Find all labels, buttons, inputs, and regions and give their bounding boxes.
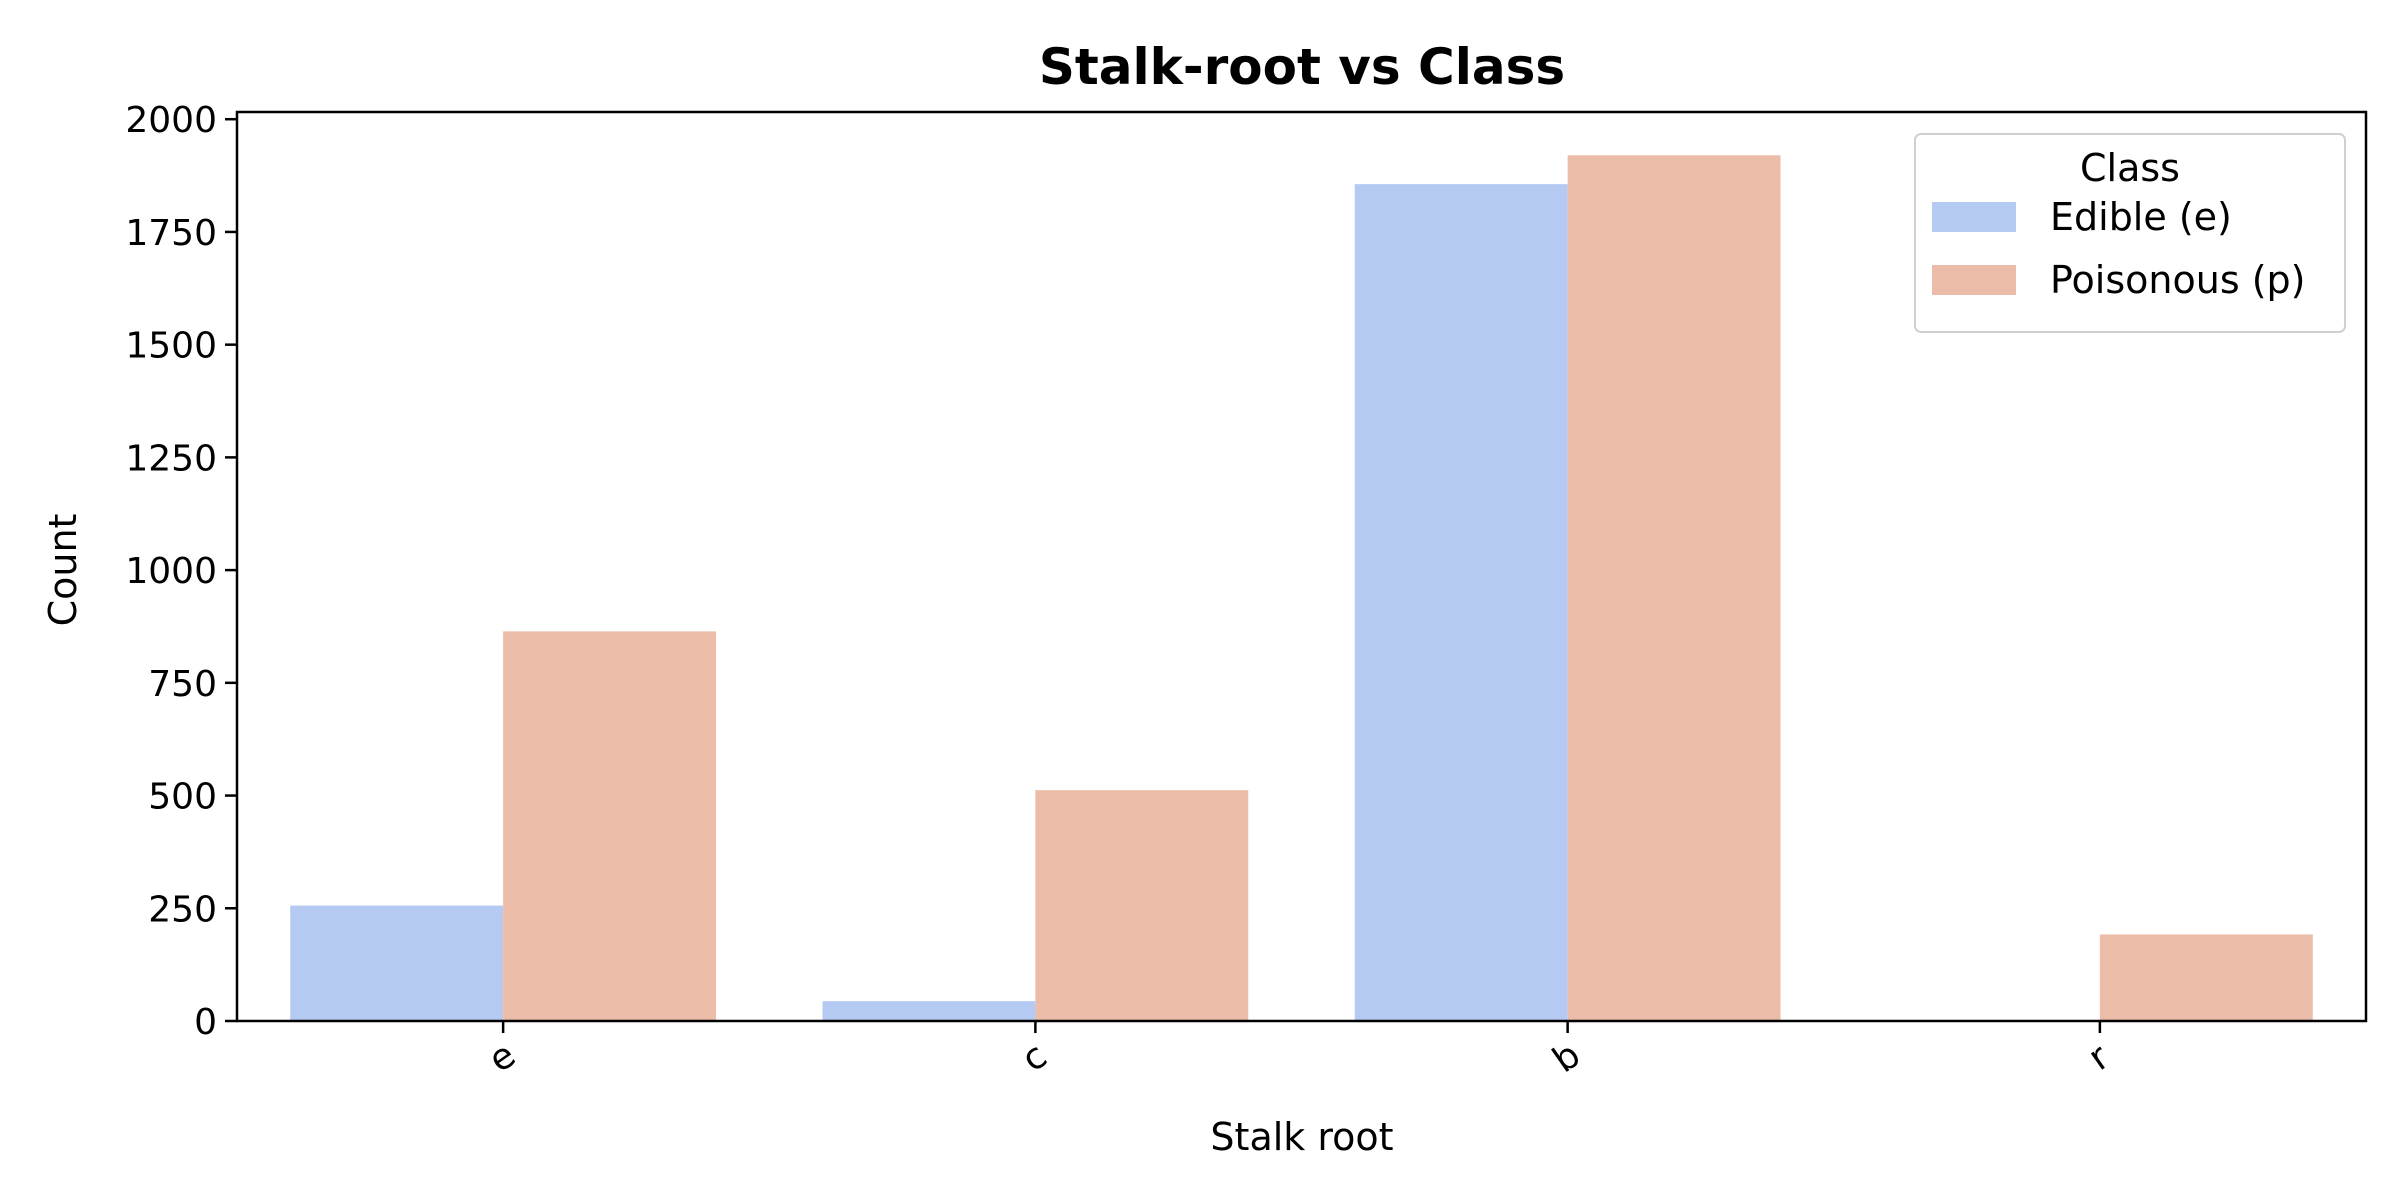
legend-title: Class <box>2080 146 2180 190</box>
y-tick-label: 250 <box>148 889 217 930</box>
y-tick-label: 2000 <box>125 100 217 141</box>
x-tick-label-e: e <box>481 1035 523 1081</box>
chart-title: Stalk-root vs Class <box>1039 38 1565 96</box>
y-tick-label: 750 <box>148 664 217 705</box>
x-tick-label-r: r <box>2081 1037 2117 1079</box>
legend-box <box>1914 133 2346 333</box>
bar-c-series-1 <box>1035 790 1249 1021</box>
bar-b-series-1 <box>1567 155 1781 1022</box>
bars-group <box>290 155 2313 1022</box>
bar-e-series-1 <box>503 631 717 1021</box>
x-tick-label-c: c <box>1015 1035 1055 1080</box>
bar-b-series-0 <box>1354 184 1568 1022</box>
bar-e-series-0 <box>290 905 504 1021</box>
plot-frame <box>235 110 2368 1023</box>
legend: Class Edible (e) Poisonous (p) <box>1914 133 2346 333</box>
legend-swatch-0 <box>1932 202 2016 232</box>
bar-r-series-1 <box>2099 934 2313 1021</box>
y-tick-label: 1000 <box>125 551 217 592</box>
legend-label-1: Poisonous (p) <box>2050 258 2305 302</box>
y-axis-label: Count <box>41 514 85 627</box>
y-tick-label: 500 <box>148 777 217 818</box>
bar-c-series-0 <box>822 1001 1036 1021</box>
y-tick-label: 0 <box>194 1002 217 1043</box>
x-tick-label-b: b <box>1546 1034 1588 1081</box>
y-axis: 0 250 500 750 1000 1250 1500 1750 2000 <box>125 100 237 1043</box>
legend-swatch-1 <box>1932 265 2016 295</box>
y-tick-label: 1250 <box>125 438 217 479</box>
x-axis-label: Stalk root <box>1210 1115 1393 1159</box>
legend-label-0: Edible (e) <box>2050 195 2232 239</box>
y-tick-label: 1500 <box>125 326 217 367</box>
y-tick-label: 1750 <box>125 213 217 254</box>
